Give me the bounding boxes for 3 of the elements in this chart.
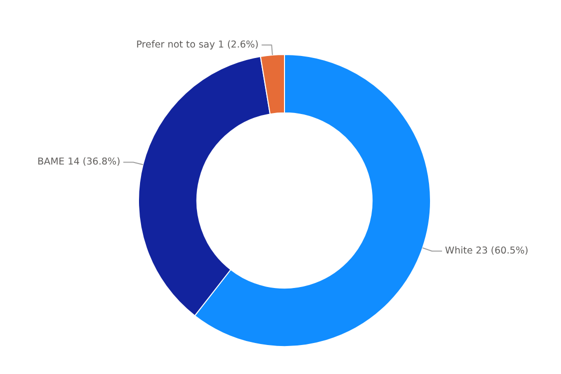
slice-label: Prefer not to say 1 (2.6%) — [136, 40, 259, 51]
slice-label: BAME 14 (36.8%) — [37, 156, 120, 168]
slice-label: White 23 (60.5%) — [445, 246, 528, 257]
